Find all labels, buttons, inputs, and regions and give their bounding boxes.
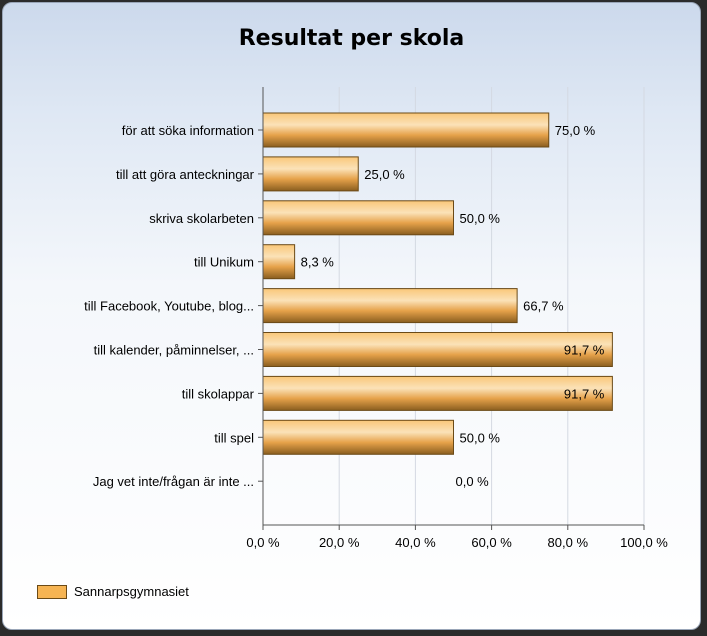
bar [262, 288, 518, 324]
category-label: till Facebook, Youtube, blog... [84, 299, 254, 314]
value-label: 91,7 % [564, 343, 605, 358]
bar [262, 200, 454, 236]
legend-label: Sannarpsgymnasiet [74, 584, 189, 599]
bar [262, 112, 550, 148]
bar [262, 244, 296, 280]
labels: för att söka information 75,0 % till att g… [84, 123, 668, 550]
x-tick-label: 0,0 % [246, 535, 280, 550]
axes [258, 87, 645, 530]
bar [262, 156, 359, 192]
legend-swatch [37, 584, 67, 599]
category-label: till spel [214, 430, 254, 445]
legend: Sannarpsgymnasiet [37, 584, 189, 599]
bars [262, 112, 613, 455]
x-tick-label: 40,0 % [395, 535, 436, 550]
category-label: skriva skolarbeten [149, 211, 254, 226]
category-label: till kalender, påminnelser, ... [94, 343, 254, 358]
x-tick-label: 20,0 % [319, 535, 360, 550]
category-label: till Unikum [194, 255, 254, 270]
category-label: för att söka information [122, 123, 254, 138]
value-label: 91,7 % [564, 386, 605, 401]
value-label: 0,0 % [456, 474, 490, 489]
category-label: till skolappar [182, 386, 255, 401]
value-label: 25,0 % [364, 167, 405, 182]
value-label: 50,0 % [460, 211, 501, 226]
chart-title: Resultat per skola [238, 26, 465, 51]
x-tick-label: 60,0 % [471, 535, 512, 550]
x-tick-label: 100,0 % [620, 535, 668, 550]
category-label: till att göra anteckningar [116, 167, 255, 182]
value-label: 8,3 % [301, 255, 335, 270]
x-tick-label: 80,0 % [548, 535, 589, 550]
category-label: Jag vet inte/frågan är inte ... [93, 474, 254, 489]
bar [262, 375, 613, 411]
bar [262, 419, 454, 455]
value-label: 75,0 % [555, 123, 596, 138]
value-label: 50,0 % [460, 430, 501, 445]
bar [262, 332, 613, 367]
value-label: 66,7 % [523, 299, 564, 314]
